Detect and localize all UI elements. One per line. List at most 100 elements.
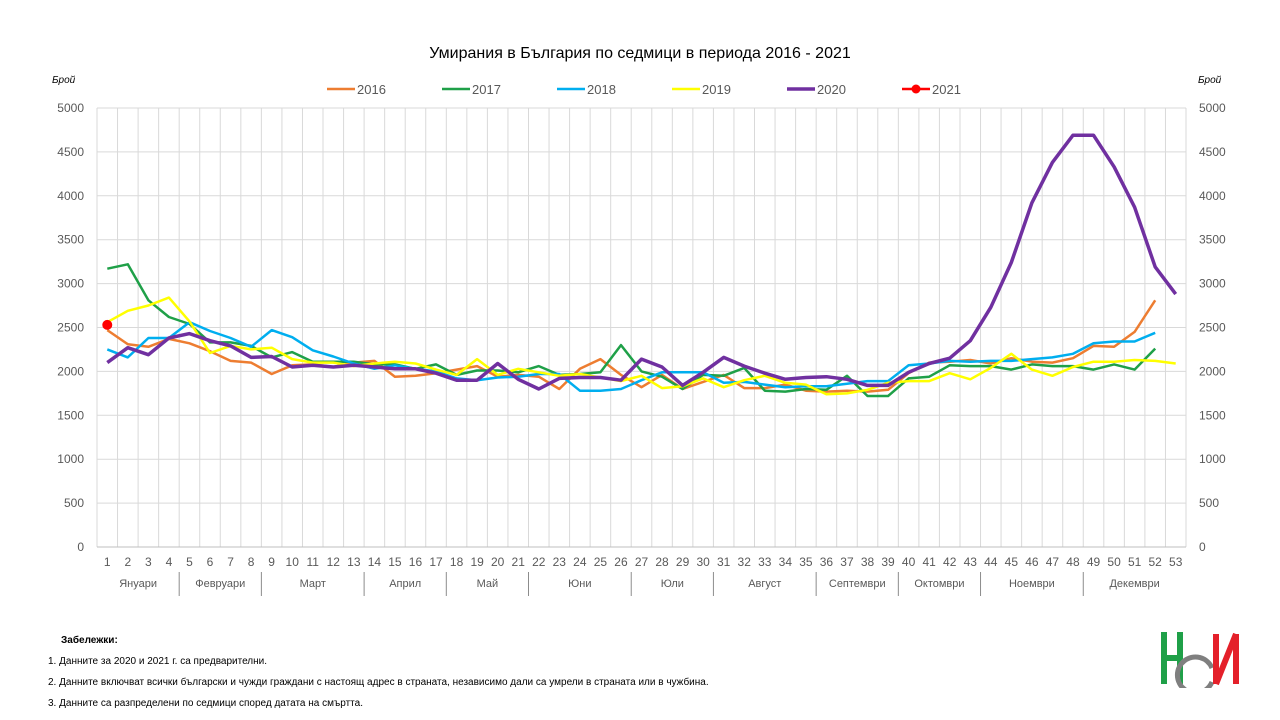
y-tick-label-left: 4000 bbox=[57, 189, 84, 203]
series-line-2019 bbox=[106, 296, 1176, 396]
x-tick-label-week: 32 bbox=[738, 555, 752, 569]
note-item: 1. Данните за 2020 и 2021 г. са предвари… bbox=[48, 656, 268, 667]
x-tick-label-week: 47 bbox=[1046, 555, 1060, 569]
legend-label-2017: 2017 bbox=[472, 82, 501, 97]
x-month-label: Декември bbox=[1109, 578, 1159, 590]
y-tick-label-right: 0 bbox=[1199, 540, 1206, 554]
x-tick-label-week: 34 bbox=[779, 555, 793, 569]
x-tick-label-week: 1 bbox=[104, 555, 111, 569]
x-tick-label-week: 42 bbox=[943, 555, 957, 569]
x-tick-label-week: 41 bbox=[922, 555, 936, 569]
x-tick-label-week: 37 bbox=[840, 555, 854, 569]
y-tick-label-right: 4000 bbox=[1199, 189, 1226, 203]
legend-label-2018: 2018 bbox=[587, 82, 616, 97]
x-tick-label-week: 21 bbox=[512, 555, 526, 569]
x-tick-label-week: 52 bbox=[1148, 555, 1162, 569]
x-month-label: Юни bbox=[568, 578, 591, 590]
x-tick-label-week: 38 bbox=[861, 555, 875, 569]
x-month-label: Юли bbox=[661, 578, 684, 590]
x-tick-label-week: 10 bbox=[286, 555, 300, 569]
y-tick-label-left: 0 bbox=[77, 540, 84, 554]
x-tick-label-week: 48 bbox=[1066, 555, 1080, 569]
x-tick-label-week: 2 bbox=[124, 555, 131, 569]
x-tick-label-week: 12 bbox=[327, 555, 341, 569]
x-tick-label-week: 43 bbox=[964, 555, 978, 569]
x-tick-label-week: 36 bbox=[820, 555, 834, 569]
x-tick-label-week: 31 bbox=[717, 555, 731, 569]
y-tick-label-right: 1000 bbox=[1199, 452, 1226, 466]
x-month-label: Март bbox=[300, 578, 326, 590]
y-tick-label-right: 3500 bbox=[1199, 233, 1226, 247]
x-tick-label-week: 40 bbox=[902, 555, 916, 569]
x-tick-label-week: 3 bbox=[145, 555, 152, 569]
x-tick-label-week: 50 bbox=[1107, 555, 1121, 569]
y-tick-label-right: 2000 bbox=[1199, 364, 1226, 378]
legend-label-2020: 2020 bbox=[817, 82, 846, 97]
series-line-2020 bbox=[106, 133, 1178, 391]
note-item: 2. Данните включват всички български и ч… bbox=[48, 677, 709, 688]
x-tick-label-week: 7 bbox=[227, 555, 234, 569]
y-tick-label-left: 1500 bbox=[57, 408, 84, 422]
x-tick-label-week: 39 bbox=[881, 555, 895, 569]
x-month-label: Януари bbox=[119, 578, 157, 590]
legend-label-2016: 2016 bbox=[357, 82, 386, 97]
nsi-logo-icon bbox=[1161, 632, 1239, 688]
x-tick-label-week: 29 bbox=[676, 555, 690, 569]
x-tick-label-week: 20 bbox=[491, 555, 505, 569]
y-tick-label-right: 3000 bbox=[1199, 277, 1226, 291]
y-tick-label-left: 3500 bbox=[57, 233, 84, 247]
y-tick-label-right: 4500 bbox=[1199, 145, 1226, 159]
x-tick-label-week: 8 bbox=[248, 555, 255, 569]
x-tick-label-week: 49 bbox=[1087, 555, 1101, 569]
x-tick-label-week: 44 bbox=[984, 555, 998, 569]
y-tick-label-left: 500 bbox=[64, 496, 84, 510]
x-tick-label-week: 5 bbox=[186, 555, 193, 569]
x-month-label: Май bbox=[477, 578, 499, 590]
x-month-label: Ноември bbox=[1009, 578, 1055, 590]
y-tick-label-left: 2500 bbox=[57, 321, 84, 335]
x-tick-label-week: 19 bbox=[470, 555, 484, 569]
y-tick-label-right: 2500 bbox=[1199, 321, 1226, 335]
x-tick-label-week: 23 bbox=[553, 555, 567, 569]
y-axis-title-right: Брой bbox=[1198, 75, 1222, 86]
x-tick-label-week: 51 bbox=[1128, 555, 1142, 569]
legend-label-2019: 2019 bbox=[702, 82, 731, 97]
x-tick-label-week: 13 bbox=[347, 555, 361, 569]
x-tick-label-week: 11 bbox=[307, 555, 320, 569]
y-tick-label-right: 5000 bbox=[1199, 101, 1226, 115]
x-tick-label-week: 4 bbox=[166, 555, 173, 569]
y-tick-label-left: 5000 bbox=[57, 101, 84, 115]
x-tick-label-week: 16 bbox=[409, 555, 423, 569]
x-tick-label-week: 15 bbox=[388, 555, 402, 569]
notes: Забележки: 1. Данните за 2020 и 2021 г. … bbox=[48, 630, 709, 714]
y-tick-label-left: 4500 bbox=[57, 145, 84, 159]
x-tick-label-week: 27 bbox=[635, 555, 649, 569]
x-tick-label-week: 9 bbox=[268, 555, 275, 569]
series-point-2021 bbox=[102, 319, 113, 330]
x-month-label: Април bbox=[389, 578, 421, 590]
x-tick-label-week: 46 bbox=[1025, 555, 1039, 569]
x-month-label: Февруари bbox=[195, 578, 245, 590]
y-tick-label-left: 3000 bbox=[57, 277, 84, 291]
y-tick-label-right: 500 bbox=[1199, 496, 1219, 510]
x-tick-label-week: 14 bbox=[368, 555, 382, 569]
notes-heading: Забележки: bbox=[61, 635, 118, 646]
legend-label-2021: 2021 bbox=[932, 82, 961, 97]
y-tick-label-left: 1000 bbox=[57, 452, 84, 466]
y-tick-label-left: 2000 bbox=[57, 364, 84, 378]
x-tick-label-week: 18 bbox=[450, 555, 464, 569]
x-tick-label-week: 6 bbox=[207, 555, 214, 569]
note-item: 3. Данните са разпределени по седмици сп… bbox=[48, 698, 363, 709]
x-tick-label-week: 33 bbox=[758, 555, 772, 569]
series-line-2018 bbox=[106, 320, 1156, 392]
y-tick-label-right: 1500 bbox=[1199, 408, 1226, 422]
chart-title: Умирания в България по седмици в периода… bbox=[429, 45, 851, 62]
legend-marker-2021 bbox=[911, 84, 921, 94]
x-tick-label-week: 45 bbox=[1005, 555, 1019, 569]
x-tick-label-week: 22 bbox=[532, 555, 546, 569]
x-tick-label-week: 28 bbox=[655, 555, 669, 569]
x-tick-label-week: 35 bbox=[799, 555, 813, 569]
x-tick-label-week: 17 bbox=[429, 555, 443, 569]
y-axis-title-left: Брой bbox=[52, 75, 76, 86]
